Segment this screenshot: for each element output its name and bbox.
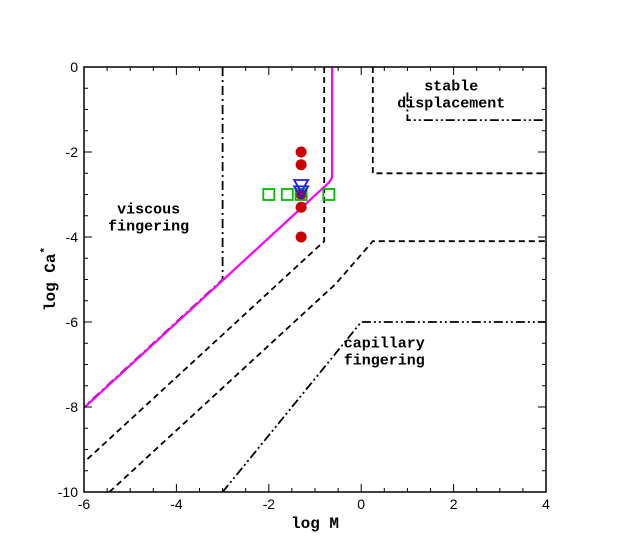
boundary-dash-dot-dot-outer-upper — [406, 92, 546, 121]
boundary-dashed-inner-lower — [108, 240, 546, 493]
capillary-fingering-line: capillary — [344, 336, 425, 353]
capillary-fingering-label: capillary fingering — [344, 336, 425, 370]
capillary-fingering-line: fingering — [344, 353, 425, 370]
tick-labels: -6 -4 -2 0 2 4 -10 -8 -6 -4 -2 0 — [58, 59, 550, 512]
viscous-fingering-label: viscous fingering — [108, 202, 189, 236]
y-axis-label: log Ca* — [40, 247, 60, 311]
y-tick-label: -8 — [66, 399, 79, 415]
x-tick-label: 4 — [542, 496, 550, 512]
stable-displacement-line: stable — [424, 78, 478, 95]
blue-open-triangle-point — [292, 185, 310, 201]
boundary-dash-dot-dot-capillary — [221, 321, 546, 493]
green-open-square-point — [262, 188, 276, 201]
data-series — [83, 67, 336, 409]
x-tick-label: -2 — [263, 496, 276, 512]
x-tick-label: -6 — [78, 496, 91, 512]
red-filled-circle-point — [295, 231, 307, 243]
stable-displacement-line: displacement — [397, 95, 505, 112]
green-open-square-point — [280, 188, 294, 201]
stable-displacement-label: stable displacement — [397, 78, 505, 112]
x-tick-label: -4 — [170, 496, 183, 512]
axis-ticks — [83, 66, 547, 493]
red-filled-circle-point — [295, 189, 307, 200]
boundary-dashed-inner-left — [83, 67, 326, 463]
y-tick-label: -10 — [58, 484, 78, 500]
y-tick-label: -4 — [66, 229, 79, 245]
y-tick-label: -6 — [66, 314, 79, 330]
y-axis-label-superscript: * — [40, 247, 52, 254]
viscous-fingering-line: fingering — [108, 219, 189, 236]
boundary-dashed-inner-upper — [371, 67, 546, 175]
plot-area — [84, 67, 546, 492]
viscous-fingering-line: viscous — [117, 202, 180, 219]
red-filled-circle-point — [295, 159, 307, 171]
x-axis-label: log M — [291, 515, 339, 533]
y-axis-label-main: log Ca — [42, 253, 60, 311]
x-tick-label: 2 — [450, 496, 458, 512]
green-open-square-point — [322, 188, 336, 201]
x-tick-label: 0 — [357, 496, 365, 512]
red-filled-circle-point — [295, 146, 307, 158]
y-tick-label: -2 — [66, 144, 79, 160]
magenta-boundary-line — [83, 67, 334, 409]
red-filled-circle-point — [295, 201, 307, 213]
y-tick-label: 0 — [70, 59, 78, 75]
